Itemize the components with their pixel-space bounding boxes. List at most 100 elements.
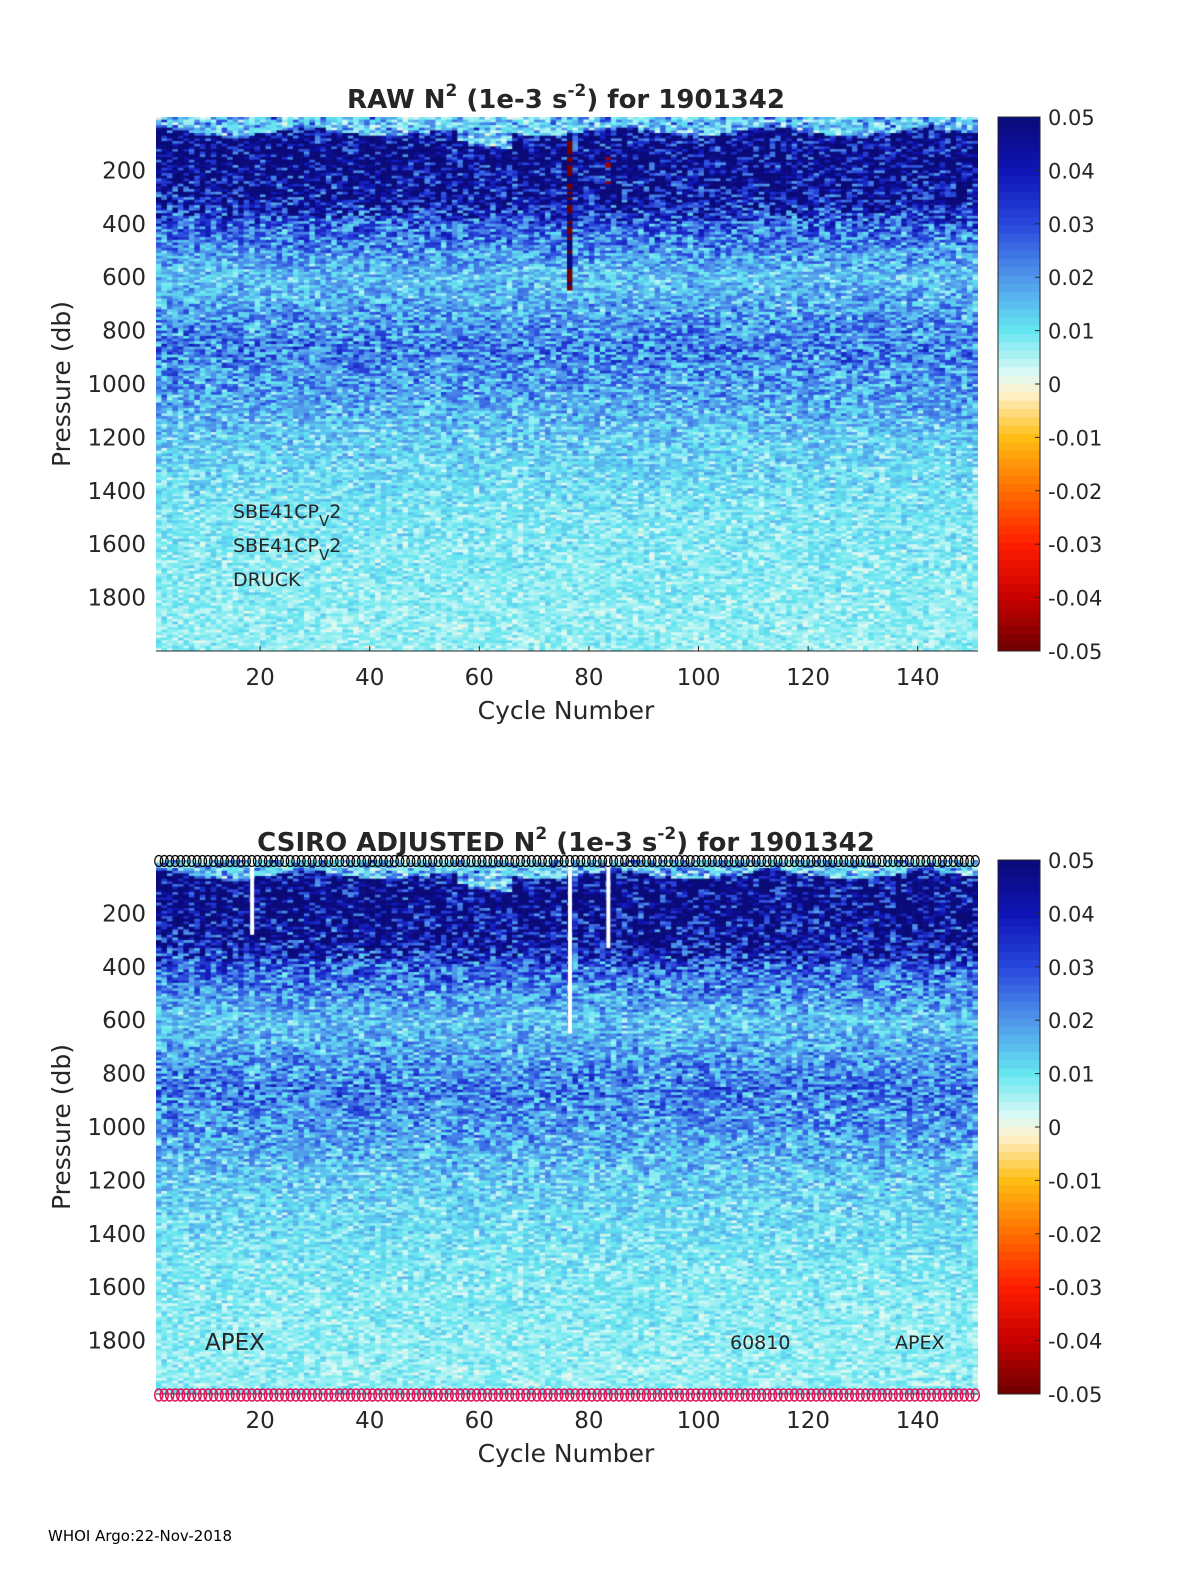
qc-marker-bottom [701, 1388, 712, 1402]
qc-marker-top [389, 854, 399, 868]
qc-marker-top [345, 854, 356, 868]
qc-marker-bottom [625, 1388, 635, 1402]
colorbar-swatch [998, 1101, 1040, 1111]
qc-marker-bottom [510, 1388, 520, 1402]
qc-marker-top [428, 854, 438, 868]
qc-marker-top [329, 854, 339, 868]
qc-marker-bottom [636, 1388, 646, 1402]
qc-marker-bottom [269, 1388, 279, 1402]
colorbar-swatch [998, 1018, 1040, 1028]
qc-marker-top [274, 854, 284, 868]
qc-marker-top [219, 854, 230, 868]
qc-marker-bottom [751, 1388, 761, 1402]
qc-marker-top [444, 854, 454, 868]
x-tick-label: 100 [677, 1408, 721, 1434]
colorbar-swatch [998, 985, 1040, 994]
qc-marker-bottom [384, 1388, 394, 1402]
qc-marker-bottom [241, 1388, 252, 1402]
colorbar-swatch [998, 951, 1040, 961]
colorbar-swatch [998, 475, 1040, 485]
colorbar-swatch [998, 1377, 1040, 1387]
qc-marker-bottom [258, 1388, 268, 1402]
colorbar-swatch [998, 575, 1040, 585]
qc-marker-bottom [301, 1388, 312, 1402]
qc-marker-top [493, 854, 504, 868]
raw-n2-heatmap [156, 117, 978, 651]
qc-marker-bottom [181, 1388, 191, 1402]
colorbar-swatch [998, 592, 1040, 602]
qc-marker-bottom [734, 1388, 745, 1402]
x-tick-label: 140 [896, 665, 940, 691]
qc-marker-top [608, 854, 619, 868]
colorbar-swatch [998, 250, 1040, 260]
qc-marker-bottom [800, 1388, 811, 1402]
qc-marker-top [592, 854, 602, 868]
colorbar-swatch [998, 1026, 1040, 1036]
qc-marker-top [811, 854, 821, 868]
qc-marker-top [866, 854, 876, 868]
x-tick-label: 60 [465, 665, 494, 691]
colorbar-swatch [998, 893, 1040, 903]
qc-marker-top [970, 854, 980, 868]
colorbar-swatch [998, 968, 1040, 978]
chart-title: RAW N2 (1e-3 s-2) for 1901342 [347, 81, 785, 115]
qc-marker-top [214, 854, 224, 868]
colorbar-swatch [998, 417, 1040, 427]
qc-marker-top [817, 854, 827, 868]
qc-marker-top [504, 854, 515, 868]
colorbar-swatch [998, 283, 1040, 293]
colorbar-swatch [998, 1343, 1040, 1353]
y-tick-label: 1400 [87, 479, 146, 505]
qc-marker-bottom [526, 1388, 537, 1402]
qc-marker-bottom [466, 1388, 476, 1402]
qc-marker-bottom [926, 1388, 937, 1402]
y-tick-label: 600 [102, 1008, 146, 1034]
qc-marker-bottom [718, 1388, 728, 1402]
colorbar-swatch [998, 1302, 1040, 1312]
qc-marker-top [784, 854, 794, 868]
qc-marker-top [159, 854, 169, 868]
qc-marker-top [450, 854, 460, 868]
colorbar-swatch [998, 492, 1040, 502]
qc-marker-top [559, 854, 569, 868]
qc-marker-top [230, 854, 241, 868]
colorbar-tick-label: -0.03 [1048, 533, 1102, 557]
qc-marker-bottom [784, 1388, 794, 1402]
sensor-annotation: DRUCK [233, 569, 301, 591]
qc-marker-bottom [252, 1388, 263, 1402]
qc-marker-top [192, 854, 202, 868]
colorbar-swatch [998, 1277, 1040, 1287]
colorbar-tick-label: 0.02 [1048, 266, 1095, 290]
qc-marker-top [439, 854, 449, 868]
qc-marker-top [176, 854, 186, 868]
qc-marker-bottom [959, 1388, 970, 1402]
qc-marker-bottom [877, 1388, 887, 1402]
qc-marker-top [910, 854, 920, 868]
colorbar-swatch [998, 1177, 1040, 1186]
colorbar-swatch [998, 317, 1040, 327]
qc-marker-top [510, 854, 520, 868]
qc-marker-top [400, 854, 410, 868]
qc-marker-top [713, 854, 723, 868]
qc-marker-top [537, 854, 547, 868]
colorbar-swatch [998, 1310, 1040, 1320]
colorbar-swatch [998, 384, 1040, 393]
qc-marker-top [850, 854, 860, 868]
qc-marker-top [515, 854, 526, 868]
y-axis-label: Pressure (db) [47, 1044, 76, 1210]
x-tick-label: 40 [355, 665, 384, 691]
qc-marker-top [844, 854, 854, 868]
qc-marker-bottom [937, 1388, 948, 1402]
colorbar-tick-label: 0 [1048, 373, 1061, 397]
qc-marker-top [208, 854, 219, 868]
qc-marker-top [543, 854, 553, 868]
qc-marker-bottom [849, 1388, 860, 1402]
colorbar-swatch [998, 1185, 1040, 1195]
qc-marker-bottom [674, 1388, 685, 1402]
qc-marker-top [762, 854, 772, 868]
colorbar-swatch [998, 617, 1040, 627]
colorbar-tick-label: -0.05 [1048, 640, 1102, 664]
qc-marker-top [800, 854, 810, 868]
qc-marker-top [877, 854, 887, 868]
qc-marker-bottom [592, 1388, 602, 1402]
